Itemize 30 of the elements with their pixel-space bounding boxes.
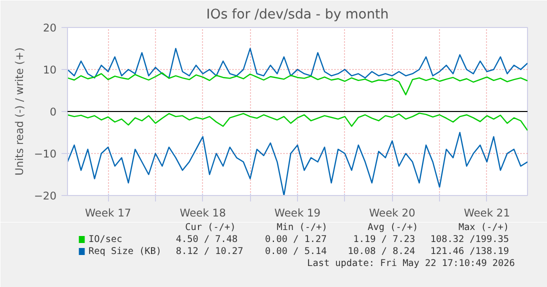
line-series	[68, 112, 528, 131]
y-tick-label: −10	[34, 148, 57, 160]
x-tick-label: Week 20	[369, 206, 416, 220]
chart-title: IOs for /dev/sda - by month	[206, 8, 389, 22]
text: 10.08 / 8.24	[348, 246, 416, 257]
text: 108.32 /199.35	[430, 234, 509, 245]
x-tick-label: Week 19	[274, 206, 321, 220]
text: 8.12 / 10.27	[176, 246, 244, 257]
text: 0.00 / 1.27	[265, 234, 327, 245]
legend-label: Req Size (KB)	[88, 246, 162, 257]
text: 1.19 / 7.23	[353, 234, 416, 245]
y-tick-label: 10	[42, 64, 57, 76]
x-tick-label: Week 17	[85, 206, 132, 220]
y-tick-label: −20	[34, 190, 57, 202]
x-tick-label: Week 21	[464, 206, 510, 220]
y-tick-label: 20	[42, 22, 57, 34]
y-tick-label: 0	[50, 106, 57, 118]
text: Max (-/+)	[458, 222, 509, 233]
y-axis-title: Units read (-) / write (+)	[13, 48, 26, 176]
text: Cur (-/+)	[185, 222, 236, 233]
text: 4.50 / 7.48	[176, 234, 238, 245]
line-series	[68, 48, 528, 78]
text: Min (-/+)	[276, 222, 328, 233]
text: 0.00 / 5.14	[265, 246, 328, 257]
line-series	[68, 72, 528, 96]
legend-label: IO/sec	[88, 234, 122, 245]
x-tick-label: Week 18	[180, 206, 226, 220]
text: Avg (-/+)	[368, 222, 418, 233]
text: 121.46 /138.19	[430, 246, 509, 257]
text: Last update: Fri May 22 17:10:49 2026	[307, 258, 516, 269]
